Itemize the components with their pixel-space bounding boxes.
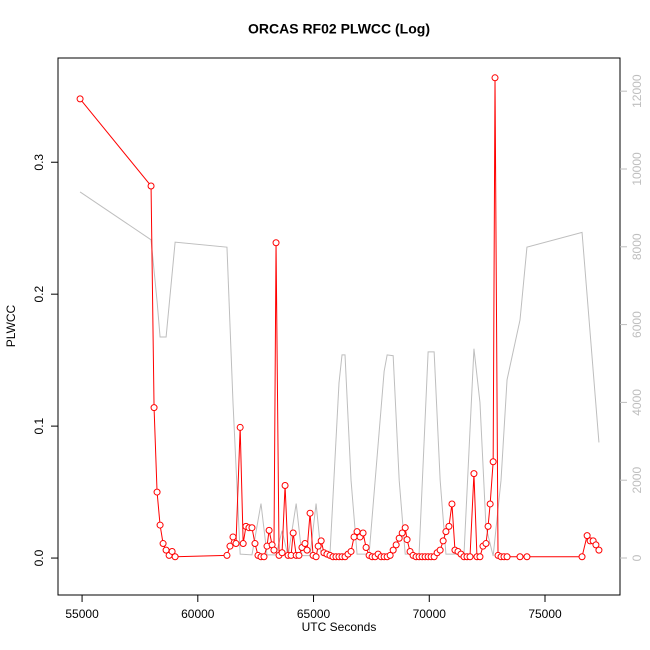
y2-tick-label: 6000 bbox=[630, 311, 644, 338]
point bbox=[482, 540, 490, 548]
point bbox=[312, 553, 320, 561]
y-tick-label: 0.0 bbox=[32, 549, 46, 566]
point bbox=[314, 542, 322, 550]
y2-tick-label: 8000 bbox=[630, 233, 644, 260]
point bbox=[439, 537, 447, 545]
point bbox=[265, 526, 273, 534]
point bbox=[386, 551, 394, 559]
point bbox=[392, 541, 400, 549]
point bbox=[486, 500, 494, 508]
point bbox=[583, 532, 591, 540]
point bbox=[489, 458, 497, 466]
y2-tick-label: 10000 bbox=[630, 152, 644, 186]
x-tick-label: 75000 bbox=[528, 607, 562, 621]
point bbox=[398, 529, 406, 537]
series-line bbox=[79, 77, 600, 558]
point bbox=[159, 540, 167, 548]
point bbox=[76, 95, 84, 103]
point bbox=[236, 423, 244, 431]
point bbox=[150, 404, 158, 412]
point bbox=[171, 553, 179, 561]
y-tick-label: 0.1 bbox=[32, 417, 46, 434]
series-line bbox=[79, 191, 600, 557]
point bbox=[295, 551, 303, 559]
point bbox=[595, 546, 603, 554]
point bbox=[503, 553, 511, 561]
x-axis-label: UTC Seconds bbox=[302, 620, 377, 634]
point bbox=[156, 521, 164, 529]
x-tick-label: 55000 bbox=[65, 607, 99, 621]
point bbox=[272, 239, 280, 247]
point bbox=[347, 547, 355, 555]
point bbox=[523, 553, 531, 561]
chart-title: ORCAS RF02 PLWCC (Log) bbox=[248, 21, 430, 37]
y2-tick-label: 0 bbox=[630, 554, 644, 561]
point bbox=[281, 481, 289, 489]
point bbox=[395, 534, 403, 542]
point bbox=[389, 546, 397, 554]
point bbox=[168, 547, 176, 555]
point bbox=[442, 528, 450, 536]
point bbox=[476, 553, 484, 561]
y-axis-label: PLWCC bbox=[4, 304, 18, 347]
plot-box bbox=[57, 57, 621, 596]
point bbox=[229, 533, 237, 541]
point bbox=[516, 553, 524, 561]
point bbox=[470, 470, 478, 478]
point bbox=[448, 500, 456, 508]
point bbox=[445, 522, 453, 530]
point bbox=[153, 488, 161, 496]
point bbox=[260, 553, 268, 561]
point bbox=[436, 546, 444, 554]
point bbox=[248, 524, 256, 532]
x-tick-label: 70000 bbox=[413, 607, 447, 621]
point bbox=[301, 540, 309, 548]
point bbox=[317, 537, 325, 545]
point bbox=[223, 551, 231, 559]
point bbox=[401, 524, 409, 532]
point bbox=[484, 522, 492, 530]
point bbox=[239, 540, 247, 548]
point bbox=[491, 74, 499, 82]
point bbox=[226, 542, 234, 550]
point bbox=[578, 553, 586, 561]
point bbox=[362, 544, 370, 552]
point bbox=[232, 540, 240, 548]
point bbox=[359, 529, 367, 537]
y-tick-label: 0.2 bbox=[32, 286, 46, 303]
point bbox=[147, 182, 155, 190]
x-tick-label: 65000 bbox=[297, 607, 331, 621]
point bbox=[251, 540, 259, 548]
point bbox=[306, 509, 314, 517]
point bbox=[289, 529, 297, 537]
point bbox=[466, 553, 474, 561]
point bbox=[403, 536, 411, 544]
x-tick-label: 60000 bbox=[181, 607, 215, 621]
y2-tick-label: 4000 bbox=[630, 389, 644, 416]
y-tick-label: 0.3 bbox=[32, 154, 46, 171]
point bbox=[270, 546, 278, 554]
point bbox=[592, 541, 600, 549]
point bbox=[303, 546, 311, 554]
y2-tick-label: 2000 bbox=[630, 467, 644, 494]
y2-tick-label: 12000 bbox=[630, 74, 644, 108]
point bbox=[278, 549, 286, 557]
